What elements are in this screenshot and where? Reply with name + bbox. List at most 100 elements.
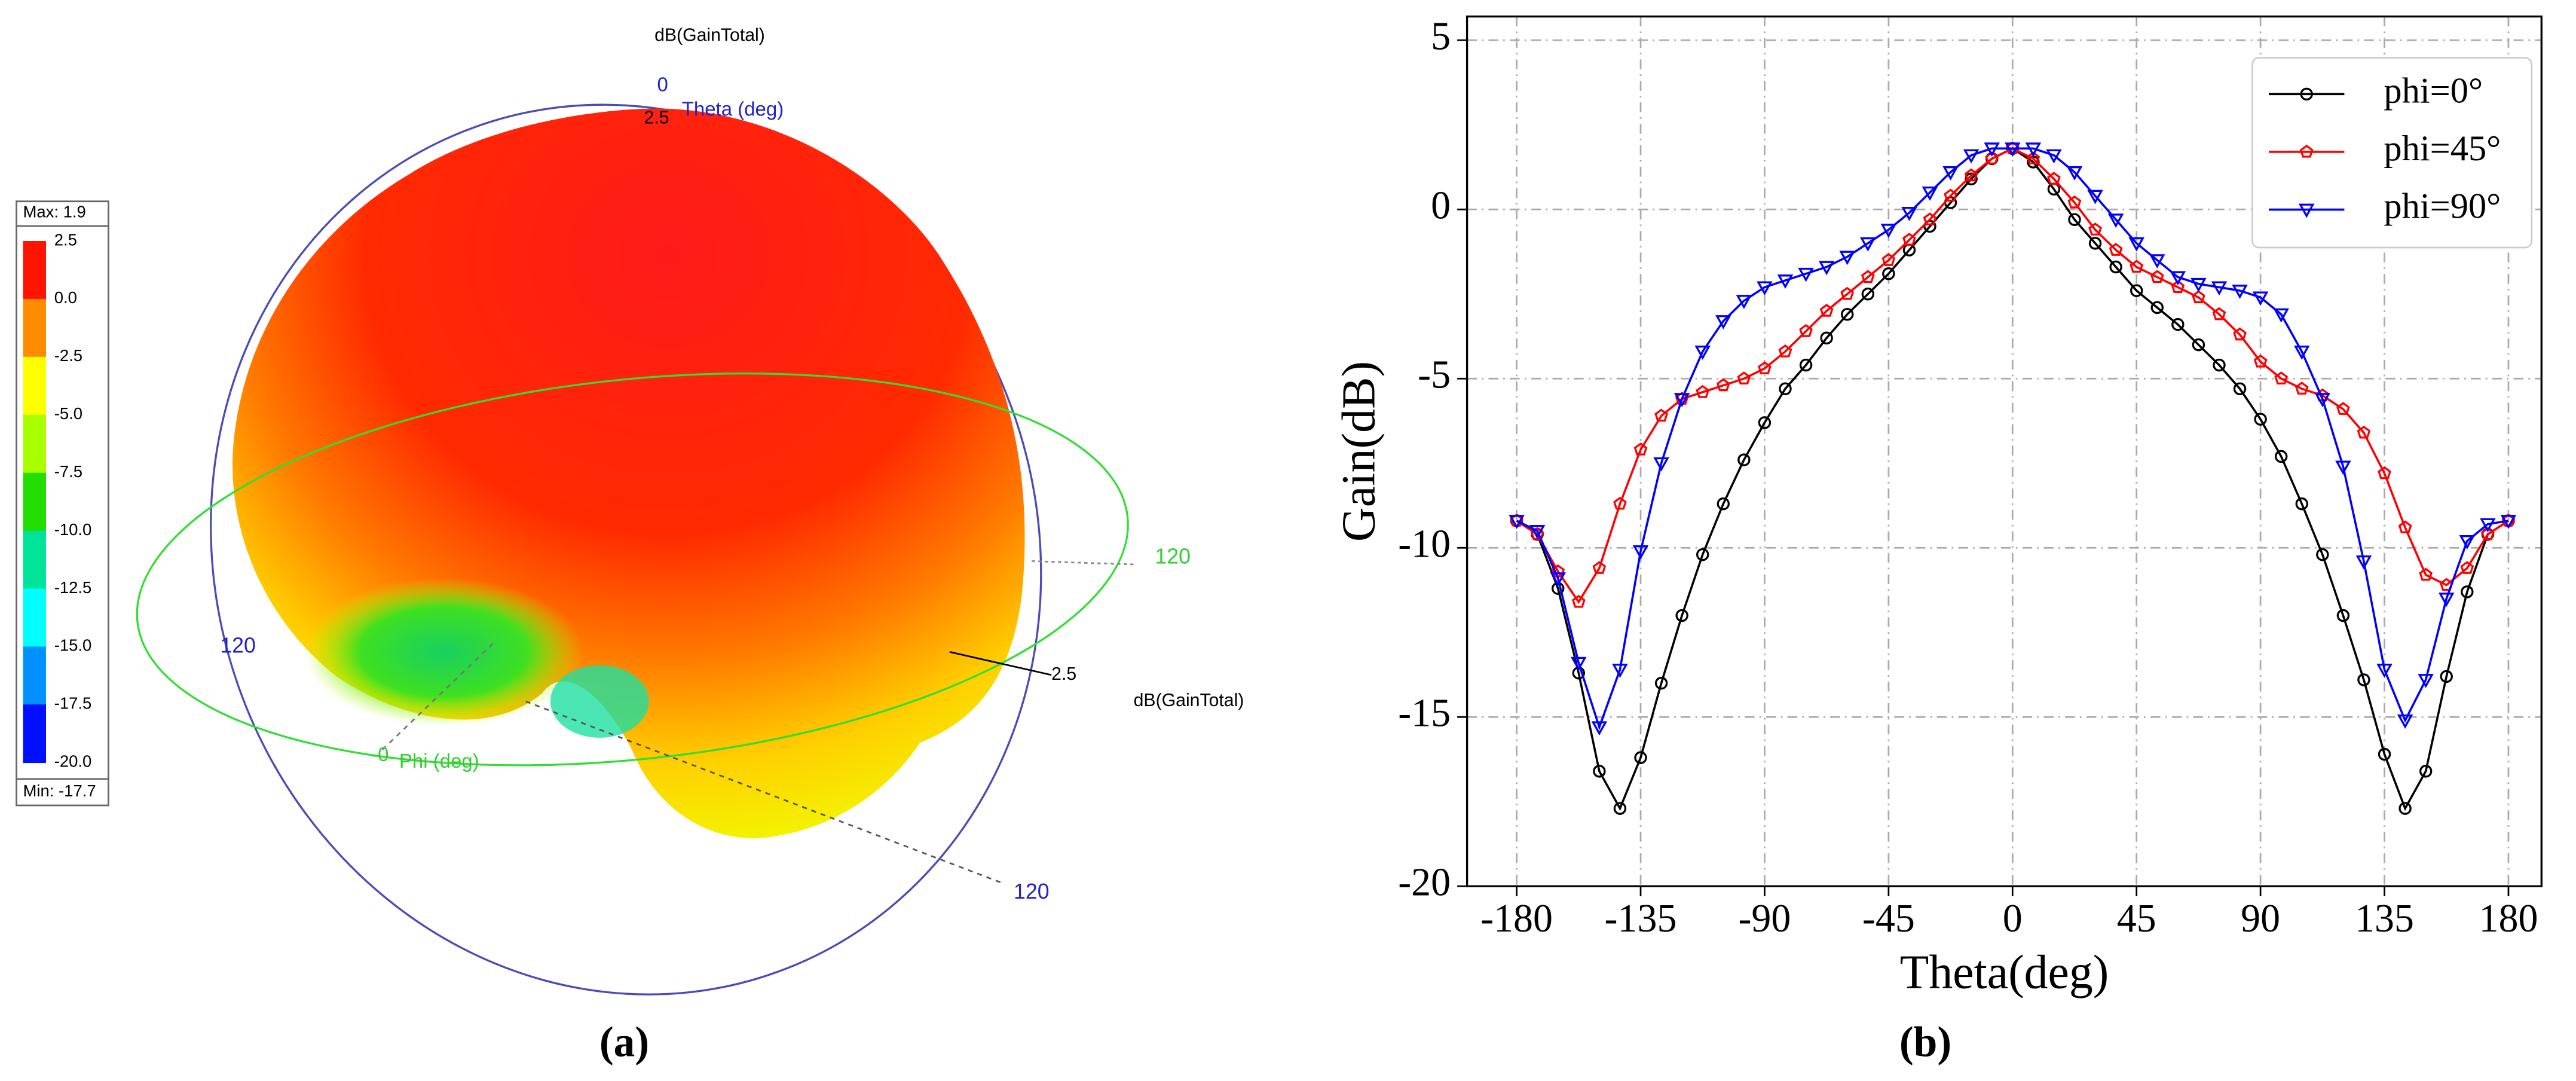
legend-marker bbox=[2300, 87, 2313, 101]
legend-marker bbox=[2299, 144, 2314, 158]
marker bbox=[2335, 460, 2351, 475]
marker bbox=[1861, 287, 1874, 301]
marker bbox=[2274, 371, 2289, 384]
marker bbox=[1550, 572, 1566, 587]
marker bbox=[2025, 142, 2042, 157]
x-tick-label: -135 bbox=[1605, 897, 1677, 940]
marker bbox=[1965, 172, 1978, 186]
marker bbox=[1778, 344, 1792, 358]
marker bbox=[1632, 545, 1649, 560]
theta-ring bbox=[210, 103, 1042, 996]
marker bbox=[2130, 284, 2143, 297]
marker bbox=[2336, 609, 2350, 622]
marker bbox=[1819, 304, 1834, 317]
x-tick-label: 0 bbox=[2003, 897, 2023, 940]
x-tick-label: 180 bbox=[2479, 897, 2538, 940]
panel-b: -180 -135 -90 -45 0 45 90 135 180 5 0 -5 -10 -15 -20 Th… bbox=[1333, 14, 2543, 1066]
marker bbox=[1674, 393, 1690, 408]
marker bbox=[2128, 237, 2144, 252]
marker bbox=[2149, 254, 2165, 269]
marker bbox=[2294, 381, 2309, 395]
marker bbox=[2046, 149, 2062, 164]
y-tick-label: 5 bbox=[1431, 14, 1451, 58]
marker bbox=[2357, 673, 2370, 686]
marker bbox=[1509, 515, 1525, 529]
marker bbox=[2398, 802, 2412, 815]
min-label: Min: -17.7 bbox=[23, 781, 96, 800]
marker bbox=[2480, 518, 2496, 533]
marker bbox=[1860, 237, 1876, 252]
marker bbox=[1779, 382, 1792, 395]
marker bbox=[2273, 308, 2289, 323]
marker bbox=[2440, 670, 2453, 683]
marker bbox=[2253, 354, 2268, 368]
marker bbox=[2087, 190, 2103, 204]
y-tick-label: 0 bbox=[1431, 184, 1451, 227]
marker bbox=[2212, 307, 2226, 320]
colorbar-swatch bbox=[23, 298, 46, 358]
marker bbox=[2378, 747, 2391, 761]
radial-label: dB(GainTotal) bbox=[1134, 691, 1244, 710]
marker bbox=[2171, 317, 2185, 331]
marker bbox=[2232, 285, 2248, 299]
marker bbox=[2067, 195, 2082, 209]
marker bbox=[2461, 585, 2474, 598]
ring-label: 120 bbox=[1155, 544, 1191, 568]
marker bbox=[2357, 425, 2371, 439]
theta-zero: 0 bbox=[657, 74, 668, 96]
colorbar-label: -17.5 bbox=[54, 694, 92, 713]
marker bbox=[2005, 142, 2021, 157]
marker bbox=[2211, 281, 2228, 296]
colorbar-swatch bbox=[23, 241, 46, 300]
marker bbox=[1653, 457, 1669, 472]
marker bbox=[1923, 212, 1937, 225]
marker bbox=[2295, 497, 2308, 511]
marker bbox=[2150, 270, 2164, 283]
colorbar-label: -7.5 bbox=[54, 462, 82, 481]
pattern-null bbox=[550, 665, 649, 738]
pattern-null bbox=[304, 578, 583, 726]
marker bbox=[2397, 714, 2413, 729]
marker bbox=[2109, 260, 2122, 274]
marker bbox=[1922, 186, 1938, 201]
x-axis-label: Theta(deg) bbox=[1900, 946, 2109, 998]
marker bbox=[2109, 243, 2123, 256]
theta-axis-label: Theta (deg) bbox=[682, 99, 784, 121]
marker bbox=[1902, 233, 1916, 246]
marker bbox=[2274, 450, 2288, 463]
marker bbox=[1654, 676, 1668, 690]
marker bbox=[1715, 315, 1731, 329]
caption: (a) bbox=[599, 1018, 649, 1065]
colorbar-swatch bbox=[23, 414, 46, 474]
marker bbox=[1964, 168, 1978, 182]
marker bbox=[1696, 384, 1710, 398]
colorbar-swatch bbox=[23, 530, 46, 590]
x-tick-label: 90 bbox=[2241, 897, 2280, 940]
series-line bbox=[1516, 147, 2509, 731]
marker bbox=[1839, 251, 1855, 265]
marker bbox=[1736, 295, 1752, 309]
marker bbox=[1944, 188, 1957, 202]
marker bbox=[1799, 324, 1813, 337]
marker bbox=[1694, 346, 1711, 360]
marker bbox=[1634, 751, 1647, 764]
marker bbox=[1861, 270, 1875, 283]
marker bbox=[2419, 567, 2433, 581]
marker bbox=[2088, 237, 2102, 250]
ring-label: 120 bbox=[1014, 880, 1050, 903]
pattern-title: dB(GainTotal) bbox=[654, 26, 765, 45]
colorbar-swatch bbox=[23, 356, 46, 416]
caption: (b) bbox=[1899, 1018, 1951, 1065]
y-tick-label: -15 bbox=[1398, 691, 1451, 735]
colorbar-swatch bbox=[23, 588, 46, 648]
marker bbox=[2316, 548, 2329, 561]
marker bbox=[2481, 527, 2495, 540]
marker bbox=[2418, 674, 2434, 688]
marker bbox=[2192, 290, 2205, 304]
marker bbox=[2130, 259, 2144, 273]
marker bbox=[1985, 151, 1999, 165]
marker bbox=[2460, 561, 2474, 574]
marker bbox=[2088, 222, 2102, 236]
colorbar-label: -15.0 bbox=[54, 636, 92, 655]
